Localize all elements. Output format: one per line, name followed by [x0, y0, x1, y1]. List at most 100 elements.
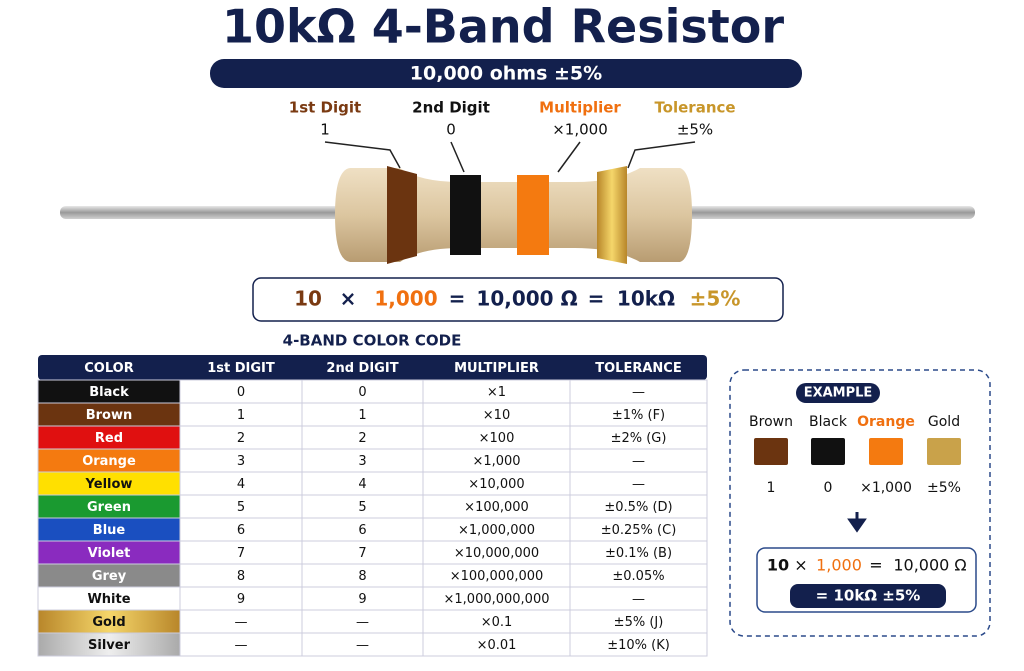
table-cell: — [235, 615, 248, 630]
result-pill [790, 584, 946, 608]
band-value: ×1,000 [552, 121, 608, 139]
table-cell: ×1,000,000,000 [444, 592, 550, 607]
formula-term: = [588, 287, 605, 311]
color-name: Black [89, 385, 129, 400]
leader-line [557, 141, 581, 173]
example-color-name: Gold [928, 414, 960, 430]
table-cell: 0 [358, 385, 366, 400]
table-cell: 5 [358, 500, 366, 515]
leader-lines [324, 141, 696, 173]
band-black [450, 175, 481, 255]
table-cell: 8 [237, 569, 245, 584]
leader-line [450, 141, 465, 173]
table-cell: 0 [237, 385, 245, 400]
table-header: TOLERANCE [595, 361, 681, 376]
table-cell: 6 [237, 523, 245, 538]
table-cell: ×10,000 [468, 477, 524, 492]
example-swatch [811, 438, 845, 465]
table-title: 4-BAND COLOR CODE [283, 332, 462, 350]
formula-term: 1,000 [374, 287, 437, 311]
band-label: 2nd Digit [412, 99, 490, 117]
example-formula-term: × [794, 556, 807, 575]
formula-term: ±5% [690, 287, 741, 311]
formula-term: 10kΩ [617, 287, 675, 311]
leader-line [627, 141, 696, 169]
table-cell: 1 [237, 408, 245, 423]
formula-term: × [340, 287, 357, 311]
table-cell: — [235, 638, 248, 653]
example-formula-term: 10,000 Ω [893, 556, 966, 575]
table-cell: 2 [237, 431, 245, 446]
table-cell: 4 [237, 477, 245, 492]
example-value: 1 [767, 480, 776, 496]
example-swatch [869, 438, 903, 465]
table-header: 2nd DIGIT [326, 361, 398, 376]
example-title: EXAMPLE [804, 386, 873, 401]
example-pill [796, 383, 880, 403]
table-cell: ±0.1% (B) [605, 546, 672, 561]
title: 10kΩ 4-Band Resistor [222, 0, 784, 54]
example-result: = 10kΩ ±5% [816, 587, 921, 605]
example-swatch [754, 438, 788, 465]
table-cell: ±5% (J) [614, 615, 664, 630]
table-cell: 3 [237, 454, 245, 469]
example-formula-term: = [869, 556, 882, 575]
formula-term: 10,000 Ω [476, 287, 577, 311]
table-cell: ±10% (K) [607, 638, 670, 653]
color-name: Gold [92, 615, 125, 630]
color-name: Blue [93, 523, 126, 538]
table-cell: 4 [358, 477, 366, 492]
table-cell: ×1 [487, 385, 506, 400]
leader-line [324, 141, 401, 169]
table-cell: 2 [358, 431, 366, 446]
table-cell: ×10,000,000 [454, 546, 539, 561]
band-label: Tolerance [654, 99, 735, 117]
table-cell: ±0.5% (D) [604, 500, 672, 515]
formula-term: = [449, 287, 466, 311]
table-cell: 7 [237, 546, 245, 561]
band-label: Multiplier [539, 99, 621, 117]
table-cell: ×1,000 [472, 454, 520, 469]
color-name: Green [87, 500, 131, 515]
table-cell: 9 [237, 592, 245, 607]
table-cell: ±0.25% (C) [601, 523, 677, 538]
subtitle-bar [210, 59, 802, 88]
table-cell: — [356, 615, 369, 630]
arrow [847, 512, 867, 533]
color-name: White [87, 592, 130, 607]
table-cell: — [632, 477, 645, 492]
table-cell: ±2% (G) [611, 431, 667, 446]
formula-box [252, 277, 784, 322]
band-label: 1st Digit [289, 99, 361, 117]
table-header: MULTIPLIER [454, 361, 539, 376]
table-cell: 5 [237, 500, 245, 515]
color-name: Violet [88, 546, 131, 561]
table-header: 1st DIGIT [207, 361, 275, 376]
subtitle: 10,000 ohms ±5% [410, 63, 602, 85]
example-swatch [927, 438, 961, 465]
table-cell: 3 [358, 454, 366, 469]
color-name: Brown [86, 408, 133, 423]
band-value: ±5% [677, 121, 713, 139]
table-cell: ×100,000 [464, 500, 529, 515]
example-color-name: Brown [749, 414, 793, 430]
table-cell: — [632, 385, 645, 400]
formula-term: 10 [294, 287, 322, 311]
band-gold [597, 166, 627, 264]
band-orange [517, 175, 549, 255]
table-cell: 7 [358, 546, 366, 561]
table-cell: ×100,000,000 [450, 569, 544, 584]
table-cell: ×0.01 [477, 638, 517, 653]
example-value: 0 [824, 480, 833, 496]
table-cell: — [632, 592, 645, 607]
table-cell: — [356, 638, 369, 653]
example-value: ±5% [927, 480, 961, 496]
color-name: Red [95, 431, 123, 446]
table-cell: 1 [358, 408, 366, 423]
color-name: Silver [88, 638, 131, 653]
color-name: Grey [92, 569, 127, 584]
color-name: Orange [82, 454, 136, 469]
table-cell: 8 [358, 569, 366, 584]
